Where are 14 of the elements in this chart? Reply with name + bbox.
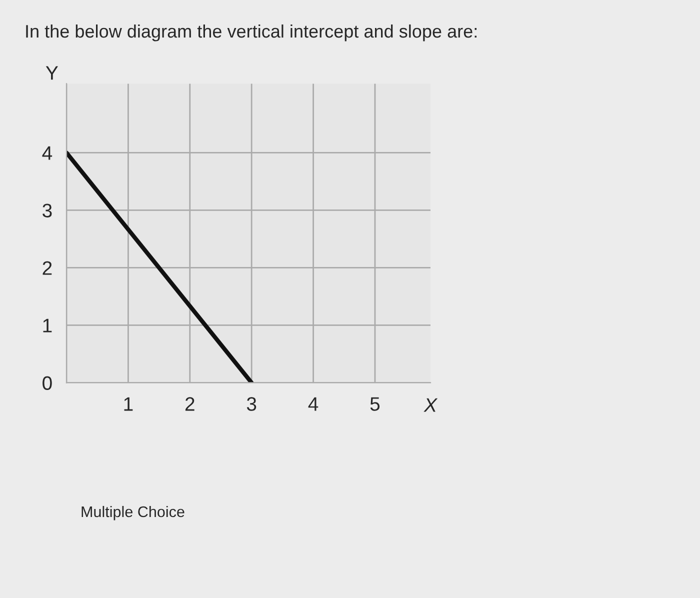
x-tick-label: 1 [124,397,133,411]
x-tick-label: 4 [308,397,318,411]
y-tick-label: 0 [42,376,52,390]
y-tick-label: 3 [42,204,52,218]
chart-title: In the below diagram the vertical intercept and slope are: [26,24,477,42]
y-tick-label: 2 [42,261,52,275]
y-axis-title: Y [46,66,58,80]
text: Multiple Choice [82,506,184,520]
y-tick-label: 4 [42,146,52,160]
x-tick-label: 3 [246,397,256,411]
x-tick-label: 2 [185,397,194,411]
y-tick-label: 1 [43,318,52,332]
x-tick-label: 5 [370,397,380,411]
x-axis-title: X [424,398,438,412]
